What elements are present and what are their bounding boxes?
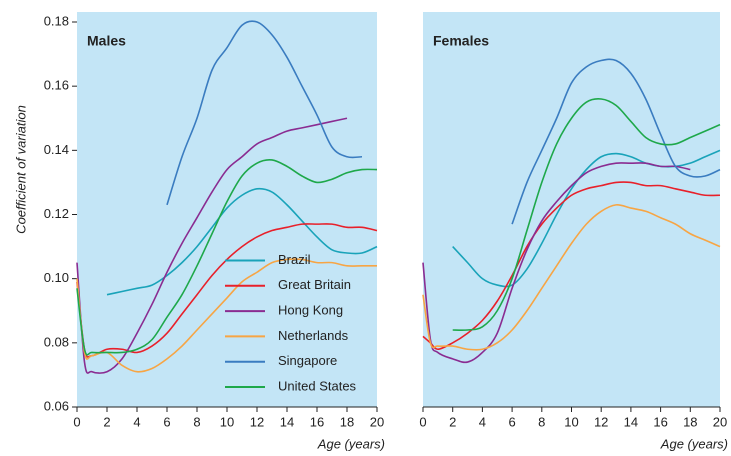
y-tick-label: 0.18	[44, 13, 69, 28]
x-tick-label: 8	[193, 414, 200, 429]
x-tick-label: 6	[508, 414, 515, 429]
legend-label: United States	[278, 378, 357, 393]
x-tick-label: 10	[220, 414, 234, 429]
series-line	[76, 117, 348, 374]
y-axis-label: Coefficient of variation	[13, 105, 28, 234]
x-tick-label: 14	[624, 414, 638, 429]
series-line	[422, 181, 721, 351]
x-axis-label: Age (years)	[660, 436, 728, 451]
y-tick-label: 0.16	[44, 78, 69, 93]
y-tick-label: 0.14	[44, 142, 69, 157]
y-tick-label: 0.10	[44, 270, 69, 285]
series-line	[422, 162, 691, 364]
x-tick-label: 0	[73, 414, 80, 429]
x-tick-label: 12	[594, 414, 608, 429]
x-tick-label: 2	[103, 414, 110, 429]
x-tick-label: 6	[163, 414, 170, 429]
plot-background	[77, 12, 377, 407]
x-tick-label: 18	[683, 414, 697, 429]
series-line	[166, 20, 363, 206]
x-tick-label: 14	[280, 414, 294, 429]
x-tick-label: 20	[370, 414, 384, 429]
legend-label: Great Britain	[278, 277, 351, 292]
y-tick-label: 0.12	[44, 206, 69, 221]
series-line	[76, 223, 378, 358]
x-tick-label: 8	[538, 414, 545, 429]
series-line	[76, 159, 378, 356]
x-tick-label: 18	[340, 414, 354, 429]
x-tick-label: 16	[653, 414, 667, 429]
plot-background	[423, 12, 720, 407]
y-tick-label: 0.08	[44, 334, 69, 349]
series-line	[511, 58, 721, 225]
x-tick-label: 2	[449, 414, 456, 429]
x-tick-label: 4	[479, 414, 486, 429]
series-line	[452, 98, 721, 332]
x-axis-label: Age (years)	[317, 436, 385, 451]
series-line	[106, 187, 378, 296]
x-tick-label: 10	[564, 414, 578, 429]
x-tick-label: 16	[310, 414, 324, 429]
panel-title: Males	[87, 33, 126, 49]
panel-title: Females	[433, 33, 489, 49]
x-tick-label: 20	[713, 414, 727, 429]
x-tick-label: 0	[419, 414, 426, 429]
x-tick-label: 12	[250, 414, 264, 429]
x-tick-label: 4	[133, 414, 140, 429]
legend-label: Netherlands	[278, 328, 349, 343]
y-tick-label: 0.06	[44, 398, 69, 413]
series-line	[76, 258, 377, 373]
legend-label: Hong Kong	[278, 303, 343, 318]
legend-label: Singapore	[278, 353, 337, 368]
legend-label: Brazil	[278, 252, 311, 267]
series-line	[422, 204, 721, 351]
